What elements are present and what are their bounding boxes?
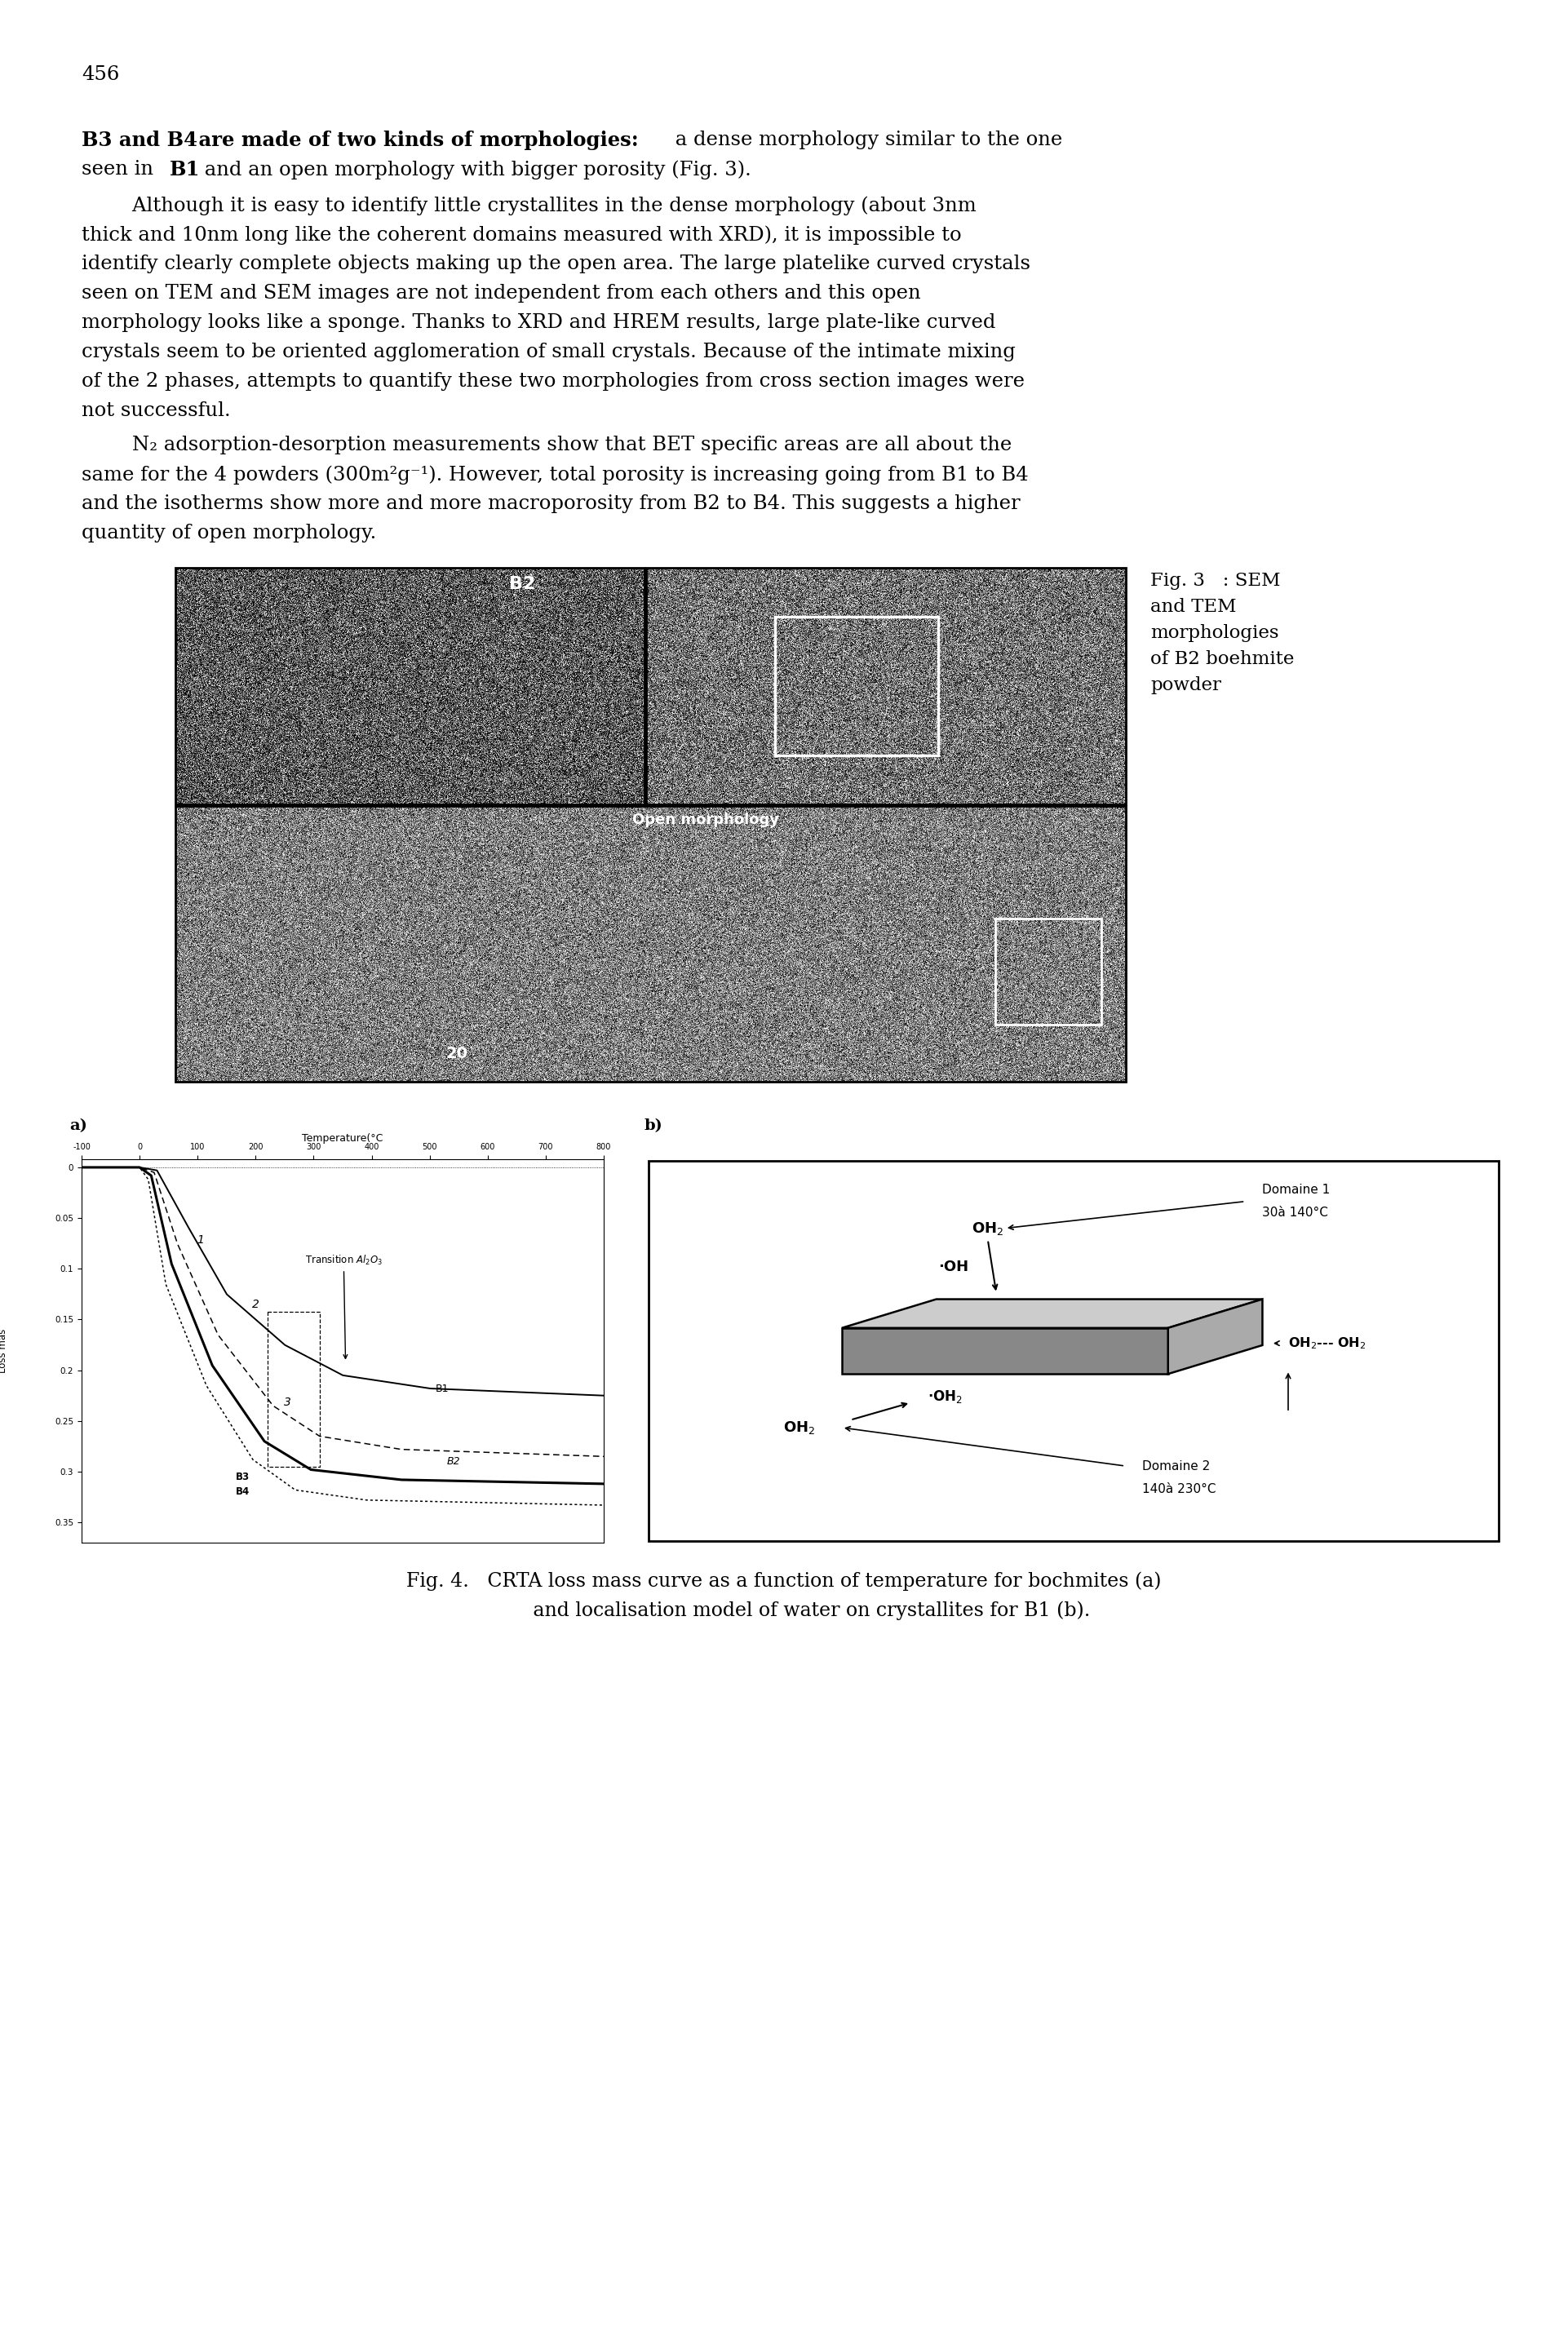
Text: N₂ adsorption-desorption measurements show that BET specific areas are all about: N₂ adsorption-desorption measurements sh… [82, 435, 1011, 453]
Y-axis label: Loss mas: Loss mas [0, 1330, 8, 1374]
Text: 3: 3 [284, 1397, 292, 1409]
Text: identify clearly complete objects making up the open area. The large platelike c: identify clearly complete objects making… [82, 253, 1030, 274]
Bar [775, 616, 938, 756]
Text: Domaine 2: Domaine 2 [1142, 1460, 1210, 1472]
Text: 1: 1 [198, 1235, 204, 1246]
Text: quantity of open morphology.: quantity of open morphology. [82, 523, 376, 542]
Text: and localisation model of water on crystallites for B1 (b).: and localisation model of water on cryst… [478, 1600, 1090, 1621]
Text: B2: B2 [510, 577, 535, 593]
Text: a): a) [69, 1118, 88, 1132]
Text: ·OH$_2$: ·OH$_2$ [927, 1388, 963, 1404]
Text: OH$_2$--- OH$_2$: OH$_2$--- OH$_2$ [1289, 1335, 1366, 1351]
Text: B3: B3 [235, 1472, 249, 1481]
Text: and the isotherms show more and more macroporosity from B2 to B4. This suggests : and the isotherms show more and more mac… [82, 495, 1021, 514]
Text: of the 2 phases, attempts to quantify these two morphologies from cross section : of the 2 phases, attempts to quantify th… [82, 372, 1024, 391]
Text: B1: B1 [169, 160, 201, 179]
Text: Fig. 3   : SEM: Fig. 3 : SEM [1151, 572, 1281, 591]
Text: seen on TEM and SEM images are not independent from each others and this open: seen on TEM and SEM images are not indep… [82, 284, 920, 302]
Text: b): b) [644, 1118, 663, 1132]
Text: are made of two kinds of morphologies:: are made of two kinds of morphologies: [191, 130, 638, 151]
Text: B1: B1 [436, 1383, 448, 1393]
Text: and an open morphology with bigger porosity (Fig. 3).: and an open morphology with bigger poros… [198, 160, 751, 179]
Bar [176, 567, 644, 804]
Text: B2: B2 [447, 1455, 461, 1467]
Text: seen in: seen in [82, 160, 160, 179]
Bar [646, 567, 1126, 804]
Text: crystals seem to be oriented agglomeration of small crystals. Because of the int: crystals seem to be oriented agglomerati… [82, 342, 1016, 360]
Text: 456: 456 [82, 65, 119, 84]
Text: a dense morphology similar to the one: a dense morphology similar to the one [670, 130, 1063, 149]
Text: powder: powder [1151, 677, 1221, 695]
X-axis label: Temperature(°C: Temperature(°C [303, 1132, 383, 1144]
Text: B3 and B4: B3 and B4 [82, 130, 198, 151]
Text: and TEM: and TEM [1151, 598, 1237, 616]
Bar [176, 807, 1126, 1081]
Text: 20: 20 [445, 1046, 467, 1060]
Text: Open morphology: Open morphology [632, 811, 779, 828]
Text: B4: B4 [235, 1486, 249, 1497]
Text: Domaine 1: Domaine 1 [1262, 1183, 1330, 1195]
Text: same for the 4 powders (300m²g⁻¹). However, total porosity is increasing going f: same for the 4 powders (300m²g⁻¹). Howev… [82, 465, 1029, 484]
Text: 30à 140°C: 30à 140°C [1262, 1207, 1328, 1218]
Text: thick and 10nm long like the coherent domains measured with XRD), it is impossib: thick and 10nm long like the coherent do… [82, 226, 961, 244]
Polygon shape [842, 1328, 1168, 1374]
Text: OH$_2$: OH$_2$ [782, 1421, 815, 1437]
Polygon shape [842, 1300, 1262, 1328]
Text: not successful.: not successful. [82, 402, 230, 421]
Text: 140à 230°C: 140à 230°C [1142, 1483, 1217, 1495]
Text: Fig. 4.   CRTA loss mass curve as a function of temperature for bochmites (a): Fig. 4. CRTA loss mass curve as a functi… [406, 1572, 1162, 1590]
Text: Transition $Al_2O_3$: Transition $Al_2O_3$ [304, 1253, 383, 1358]
Text: OH$_2$: OH$_2$ [972, 1221, 1004, 1237]
Text: morphology looks like a sponge. Thanks to XRD and HREM results, large plate-like: morphology looks like a sponge. Thanks t… [82, 314, 996, 332]
Text: of B2 boehmite: of B2 boehmite [1151, 651, 1294, 667]
Text: Although it is easy to identify little crystallites in the dense morphology (abo: Although it is easy to identify little c… [82, 195, 977, 214]
Text: ·OH: ·OH [938, 1260, 969, 1274]
Text: 2: 2 [252, 1300, 259, 1309]
Text: morphologies: morphologies [1151, 623, 1279, 642]
Bar [996, 918, 1101, 1025]
Polygon shape [1168, 1300, 1262, 1374]
